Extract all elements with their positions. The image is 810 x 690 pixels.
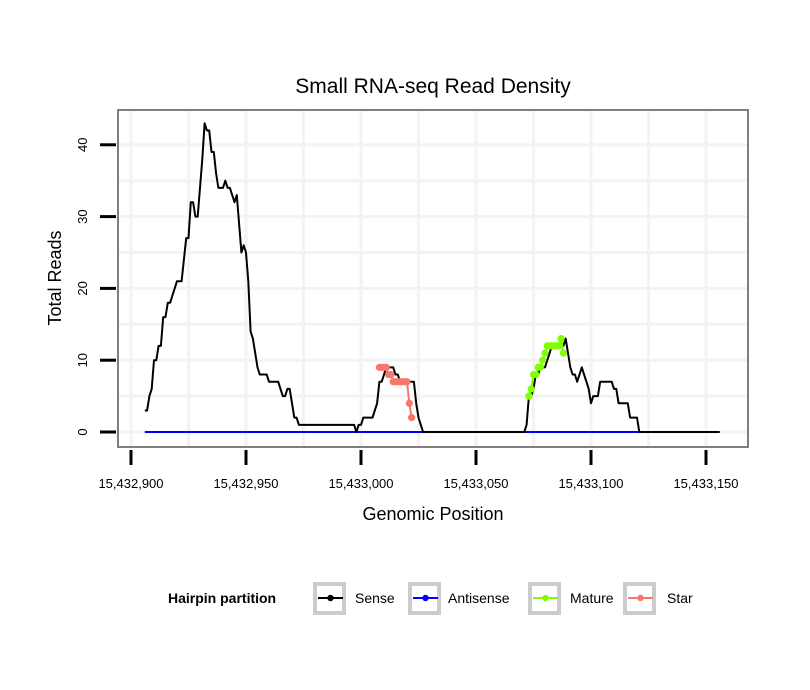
data-point-mature: [559, 349, 568, 357]
x-tick-label: 15,433,000: [328, 476, 393, 491]
data-point-mature: [539, 356, 547, 364]
legend-key-point: [542, 594, 549, 602]
legend-label: Antisense: [448, 590, 510, 606]
legend-title: Hairpin partition: [168, 590, 276, 606]
data-point-mature: [541, 349, 549, 357]
legend-label: Sense: [355, 590, 395, 606]
plot-background: [118, 110, 748, 447]
grid: [118, 110, 748, 447]
legend-key-point: [637, 594, 644, 602]
legend-item-sense: Sense: [313, 582, 395, 615]
x-tick-label: 15,433,050: [443, 476, 508, 491]
y-tick-label: 30: [75, 209, 90, 223]
y-tick-label: 10: [75, 353, 90, 367]
data-point-mature: [555, 342, 563, 350]
x-axis-title: Genomic Position: [362, 504, 503, 524]
data-point-star: [403, 378, 411, 386]
plot-border: [117, 109, 749, 448]
legend-item-star: Star: [623, 582, 693, 615]
series-star: [375, 363, 416, 422]
y-axis: 0 10 20 30 40: [75, 138, 116, 436]
series-sense: [144, 122, 720, 433]
x-tick-label: 15,433,100: [558, 476, 623, 491]
series-mature: [525, 335, 568, 400]
data-point-mature: [557, 335, 565, 343]
x-tick-label: 15,433,150: [673, 476, 738, 491]
legend-item-mature: Mature: [528, 582, 614, 615]
data-point-star: [405, 399, 413, 407]
chart-title: Small RNA-seq Read Density: [295, 75, 571, 98]
legend-item-antisense: Antisense: [408, 582, 510, 615]
data-point-mature: [536, 363, 545, 371]
legend-label: Mature: [570, 590, 614, 606]
series-layer: [144, 122, 720, 433]
plot-panel: [117, 109, 749, 448]
legend-label: Star: [667, 590, 693, 606]
y-tick-label: 40: [75, 138, 90, 152]
data-point-star: [387, 370, 395, 379]
x-tick-label: 15,432,950: [213, 476, 278, 491]
data-point-star: [408, 414, 416, 422]
data-point-mature: [527, 385, 535, 393]
legend: Hairpin partition Sense Antisense Mature St…: [168, 582, 693, 615]
legend-key-point: [327, 594, 334, 602]
y-tick-label: 20: [75, 281, 90, 295]
data-point-star: [382, 363, 390, 371]
y-axis-title: Total Reads: [45, 230, 65, 325]
x-tick-label: 15,432,900: [98, 476, 163, 491]
series-line-sense: [144, 122, 720, 433]
y-tick-label: 0: [75, 428, 90, 435]
data-point-mature: [532, 370, 540, 379]
legend-key-point: [422, 594, 429, 602]
x-axis: 15,432,900 15,432,950 15,433,000 15,433,050…: [98, 450, 739, 491]
data-point-mature: [525, 392, 533, 400]
